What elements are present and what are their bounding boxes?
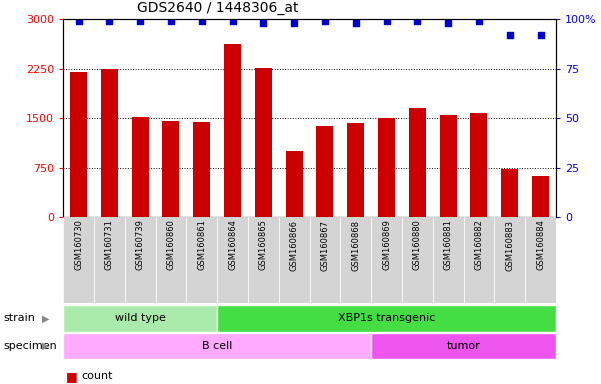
Text: tumor: tumor: [447, 341, 480, 351]
Bar: [371, 19, 402, 217]
Text: ■: ■: [66, 370, 78, 383]
Bar: [340, 217, 371, 303]
Bar: [402, 217, 433, 303]
Point: [382, 18, 391, 24]
Bar: [371, 217, 402, 303]
Bar: [409, 108, 426, 217]
Text: GSM160865: GSM160865: [259, 220, 268, 270]
Text: GSM160869: GSM160869: [382, 220, 391, 270]
Text: GSM160860: GSM160860: [166, 220, 175, 270]
Bar: [63, 19, 94, 217]
Text: B cell: B cell: [202, 341, 233, 351]
Bar: [186, 217, 217, 303]
Text: GSM160864: GSM160864: [228, 220, 237, 270]
Bar: [285, 151, 302, 217]
Point: [474, 18, 484, 24]
Bar: [317, 126, 334, 217]
Text: GSM160884: GSM160884: [536, 220, 545, 270]
Point: [351, 20, 361, 26]
Text: GSM160882: GSM160882: [474, 220, 483, 270]
Bar: [433, 217, 463, 303]
Text: GSM160730: GSM160730: [74, 220, 83, 270]
Bar: [495, 19, 525, 217]
Bar: [224, 44, 241, 217]
Bar: [125, 217, 156, 303]
Bar: [101, 69, 118, 217]
Bar: [186, 19, 217, 217]
Bar: [63, 217, 94, 303]
Point: [135, 18, 145, 24]
Bar: [156, 19, 186, 217]
Point: [320, 18, 330, 24]
Text: GSM160883: GSM160883: [505, 220, 514, 271]
Text: GSM160866: GSM160866: [290, 220, 299, 271]
Text: count: count: [81, 371, 112, 381]
Bar: [279, 217, 310, 303]
Point: [289, 20, 299, 26]
Text: ■: ■: [66, 382, 78, 384]
Bar: [378, 118, 395, 217]
Bar: [463, 19, 495, 217]
Point: [412, 18, 422, 24]
Text: strain: strain: [3, 313, 35, 323]
Text: GSM160739: GSM160739: [136, 220, 145, 270]
Bar: [217, 217, 248, 303]
Bar: [255, 68, 272, 217]
Bar: [371, 333, 556, 359]
Bar: [525, 217, 556, 303]
Text: GSM160881: GSM160881: [444, 220, 453, 270]
Text: GDS2640 / 1448306_at: GDS2640 / 1448306_at: [137, 2, 299, 15]
Text: GSM160868: GSM160868: [351, 220, 360, 271]
Point: [166, 18, 175, 24]
Bar: [217, 305, 556, 332]
Bar: [471, 113, 487, 217]
Bar: [194, 122, 210, 217]
Bar: [402, 19, 433, 217]
Point: [535, 32, 545, 38]
Bar: [495, 217, 525, 303]
Point: [105, 18, 114, 24]
Text: XBP1s transgenic: XBP1s transgenic: [338, 313, 435, 323]
Bar: [525, 19, 556, 217]
Bar: [156, 217, 186, 303]
Text: ▶: ▶: [42, 341, 49, 351]
Bar: [63, 333, 371, 359]
Bar: [248, 19, 279, 217]
Bar: [433, 19, 463, 217]
Bar: [279, 19, 310, 217]
Bar: [217, 19, 248, 217]
Bar: [310, 217, 340, 303]
Text: GSM160731: GSM160731: [105, 220, 114, 270]
Bar: [340, 19, 371, 217]
Bar: [310, 19, 340, 217]
Bar: [94, 19, 125, 217]
Bar: [501, 169, 518, 217]
Point: [197, 18, 207, 24]
Text: GSM160867: GSM160867: [320, 220, 329, 271]
Bar: [532, 176, 549, 217]
Text: GSM160880: GSM160880: [413, 220, 422, 270]
Point: [228, 18, 237, 24]
Text: specimen: specimen: [3, 341, 56, 351]
Bar: [463, 217, 495, 303]
Text: ▶: ▶: [42, 313, 49, 323]
Point: [74, 18, 84, 24]
Bar: [248, 217, 279, 303]
Bar: [70, 72, 87, 217]
Bar: [162, 121, 179, 217]
Point: [444, 20, 453, 26]
Text: wild type: wild type: [115, 313, 165, 323]
Bar: [125, 19, 156, 217]
Text: GSM160861: GSM160861: [197, 220, 206, 270]
Point: [258, 20, 268, 26]
Bar: [132, 118, 148, 217]
Bar: [440, 116, 457, 217]
Bar: [94, 217, 125, 303]
Bar: [347, 123, 364, 217]
Point: [505, 32, 514, 38]
Bar: [63, 305, 217, 332]
